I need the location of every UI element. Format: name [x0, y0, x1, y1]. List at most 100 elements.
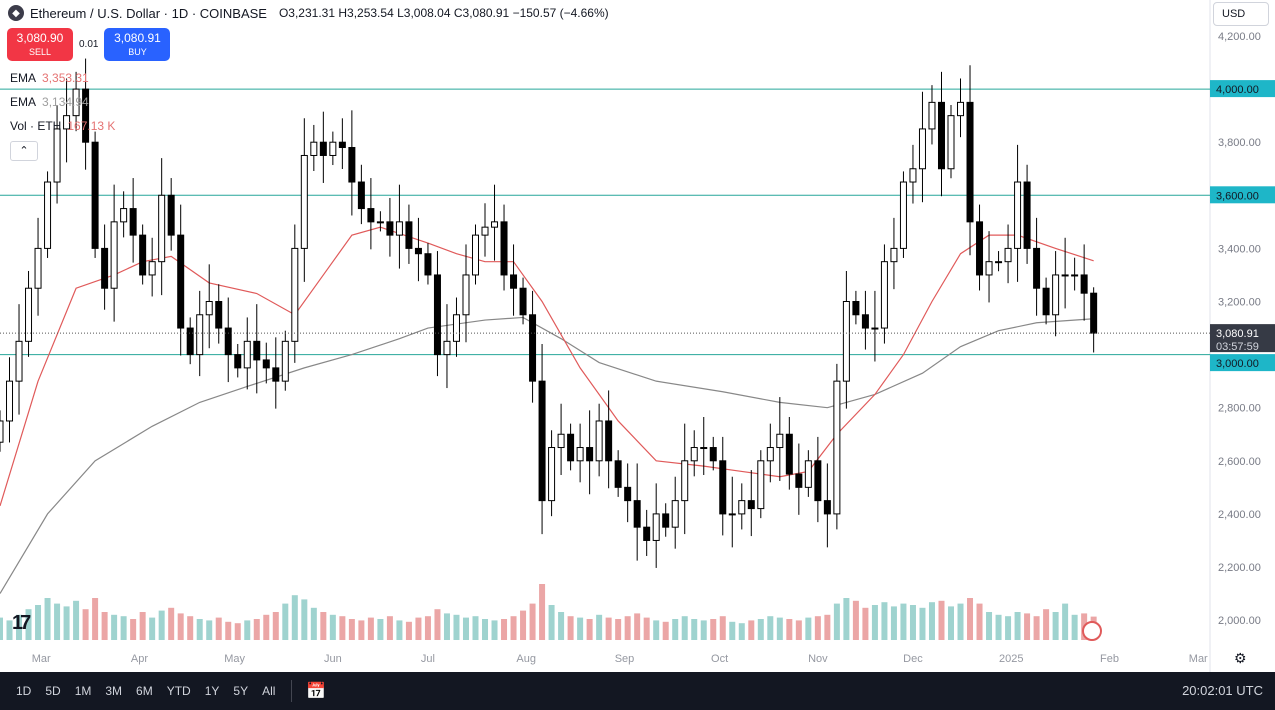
candle-body	[567, 433, 575, 462]
x-tick-label: Apr	[131, 653, 148, 665]
range-3m[interactable]: 3M	[105, 684, 123, 698]
level-label: 4,000.00	[1216, 84, 1259, 96]
volume-bar	[824, 614, 831, 640]
volume-bar	[225, 621, 232, 640]
volume-bar	[358, 620, 365, 640]
volume-bar	[139, 612, 146, 640]
volume-bar	[130, 619, 137, 640]
candle-body	[804, 460, 812, 488]
y-tick-label: 4,200.00	[1218, 31, 1261, 43]
volume-bar	[805, 617, 812, 640]
candle-body	[852, 301, 860, 316]
level-label-bg	[1210, 354, 1275, 372]
candle-body	[443, 340, 451, 356]
candle-body	[82, 88, 90, 143]
x-tick-label: Mar	[32, 653, 51, 665]
y-tick-label: 3,800.00	[1218, 137, 1261, 149]
indicator-volume[interactable]: Vol · ETH 167.13 K	[10, 119, 116, 133]
candle-body	[224, 327, 232, 356]
volume-bar	[624, 616, 631, 640]
volume-bar	[272, 612, 279, 640]
candle-body	[177, 234, 185, 329]
volume-bar	[748, 620, 755, 640]
range-1d[interactable]: 1D	[16, 684, 32, 698]
volume-bar	[615, 619, 622, 640]
candle-body	[880, 261, 888, 329]
level-label-bg	[1210, 80, 1275, 98]
candle-body	[1090, 292, 1098, 334]
candle-body	[329, 141, 337, 156]
y-tick-label: 3,200.00	[1218, 297, 1261, 309]
y-tick-label: 3,400.00	[1218, 243, 1261, 255]
ema-200-line	[0, 316, 1094, 594]
symbol-title[interactable]: Ethereum / U.S. Dollar · 1D · COINBASE	[30, 5, 267, 21]
volume-bar	[424, 616, 431, 640]
candle-body	[728, 513, 736, 516]
currency-select[interactable]: USD	[1213, 2, 1269, 26]
candle-body	[842, 301, 850, 382]
volume-bar	[462, 617, 469, 640]
volume-bar	[1014, 612, 1021, 640]
candle-body	[861, 314, 869, 329]
candle-body	[357, 181, 365, 210]
sell-button[interactable]: 3,080.90 SELL	[7, 28, 73, 61]
candle-body	[310, 141, 318, 156]
volume-bar	[491, 620, 498, 640]
volume-bar	[244, 620, 251, 640]
volume-bar	[976, 603, 983, 640]
volume-bar	[234, 623, 241, 640]
bottom-toolbar: 1D 5D 1M 3M 6M YTD 1Y 5Y All 📅	[0, 672, 1275, 710]
candle-body	[414, 247, 422, 255]
range-5d[interactable]: 5D	[45, 684, 61, 698]
candle-body	[937, 101, 945, 170]
candle-body	[985, 261, 993, 276]
candle-body	[1014, 181, 1022, 249]
volume-bar	[719, 616, 726, 640]
range-all[interactable]: All	[262, 684, 276, 698]
candle-body	[871, 327, 879, 330]
range-6m[interactable]: 6M	[136, 684, 153, 698]
candle-body	[747, 500, 755, 510]
indicator-ema-50[interactable]: EMA 3,353.31	[10, 71, 89, 85]
collapse-legend-button[interactable]: ⌃	[10, 141, 38, 161]
candle-body	[766, 447, 774, 462]
indicator-ema-200[interactable]: EMA 3,134.94	[10, 95, 89, 109]
tradingview-logo[interactable]: 17	[12, 612, 31, 634]
candle-body	[472, 234, 479, 276]
x-tick-label: Aug	[516, 653, 536, 665]
volume-bar	[320, 612, 327, 640]
candle-body	[1052, 274, 1060, 316]
volume-bar	[443, 613, 450, 640]
range-ytd[interactable]: YTD	[166, 684, 191, 698]
range-5y[interactable]: 5Y	[233, 684, 249, 698]
y-tick-label: 2,800.00	[1218, 403, 1261, 415]
candle-body	[1023, 181, 1031, 249]
candle-body	[1071, 274, 1079, 277]
y-tick-label: 2,600.00	[1218, 456, 1261, 468]
volume-bar	[177, 613, 184, 640]
candle-body	[452, 314, 460, 342]
price-chart[interactable]: 2,000.00 2,200.00 2,400.00 2,600.00 2,800.00…	[0, 0, 1275, 672]
candle-body	[1033, 247, 1041, 289]
range-1y[interactable]: 1Y	[204, 684, 220, 698]
volume-bar	[520, 610, 527, 640]
volume-bar	[786, 619, 793, 640]
buy-button[interactable]: 3,080.91 BUY	[104, 28, 171, 61]
candle-body	[53, 128, 61, 183]
candle-body	[1004, 247, 1012, 263]
range-1m[interactable]: 1M	[74, 684, 92, 698]
volume-bar	[35, 605, 42, 640]
candle-body	[205, 301, 213, 316]
volume-bar	[92, 598, 99, 640]
candle-body	[481, 226, 489, 236]
candle-body	[395, 221, 403, 236]
volume-bar	[700, 620, 707, 640]
settings-icon[interactable]: ⚙	[1234, 650, 1247, 666]
candle-body	[529, 314, 537, 382]
x-tick-label: Feb	[1100, 653, 1119, 665]
divider	[291, 680, 293, 702]
candle-body	[148, 261, 156, 276]
calendar-goto-icon[interactable]: 📅	[306, 683, 327, 700]
y-tick-label: 2,400.00	[1218, 509, 1261, 521]
candle-body	[928, 101, 936, 130]
